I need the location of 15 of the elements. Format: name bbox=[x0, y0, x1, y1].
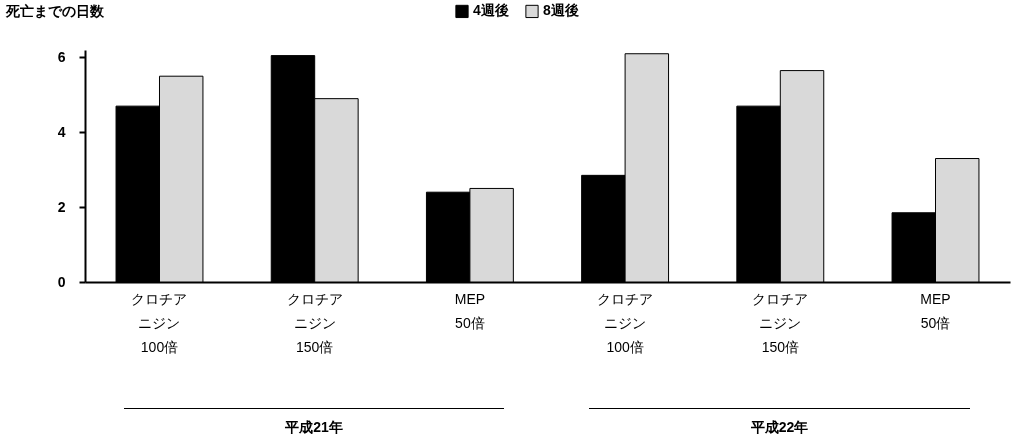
x-tick-label: クロチアニジン 100倍 bbox=[131, 290, 188, 355]
text: 平成22年 bbox=[589, 408, 970, 437]
text: 平成21年 bbox=[123, 408, 505, 437]
legend-label: 8週後 bbox=[543, 2, 579, 19]
x-tick-label: MEP 50倍 bbox=[920, 290, 951, 331]
x-tick-label: MEP 50倍 bbox=[454, 290, 486, 331]
legend-label: 4週後 bbox=[473, 2, 509, 19]
y-axis-title: 死亡までの日数 bbox=[4, 2, 105, 19]
x-tick-label: クロチアニジン 150倍 bbox=[752, 290, 809, 355]
y-tick-label: 0 bbox=[57, 273, 66, 290]
x-tick-label: クロチアニジン 150倍 bbox=[286, 290, 343, 355]
y-tick-label: 2 bbox=[57, 198, 66, 215]
y-tick-label: 6 bbox=[57, 48, 66, 65]
y-tick-label: 4 bbox=[57, 123, 66, 140]
x-tick-label: クロチアニジン 100倍 bbox=[597, 290, 654, 355]
